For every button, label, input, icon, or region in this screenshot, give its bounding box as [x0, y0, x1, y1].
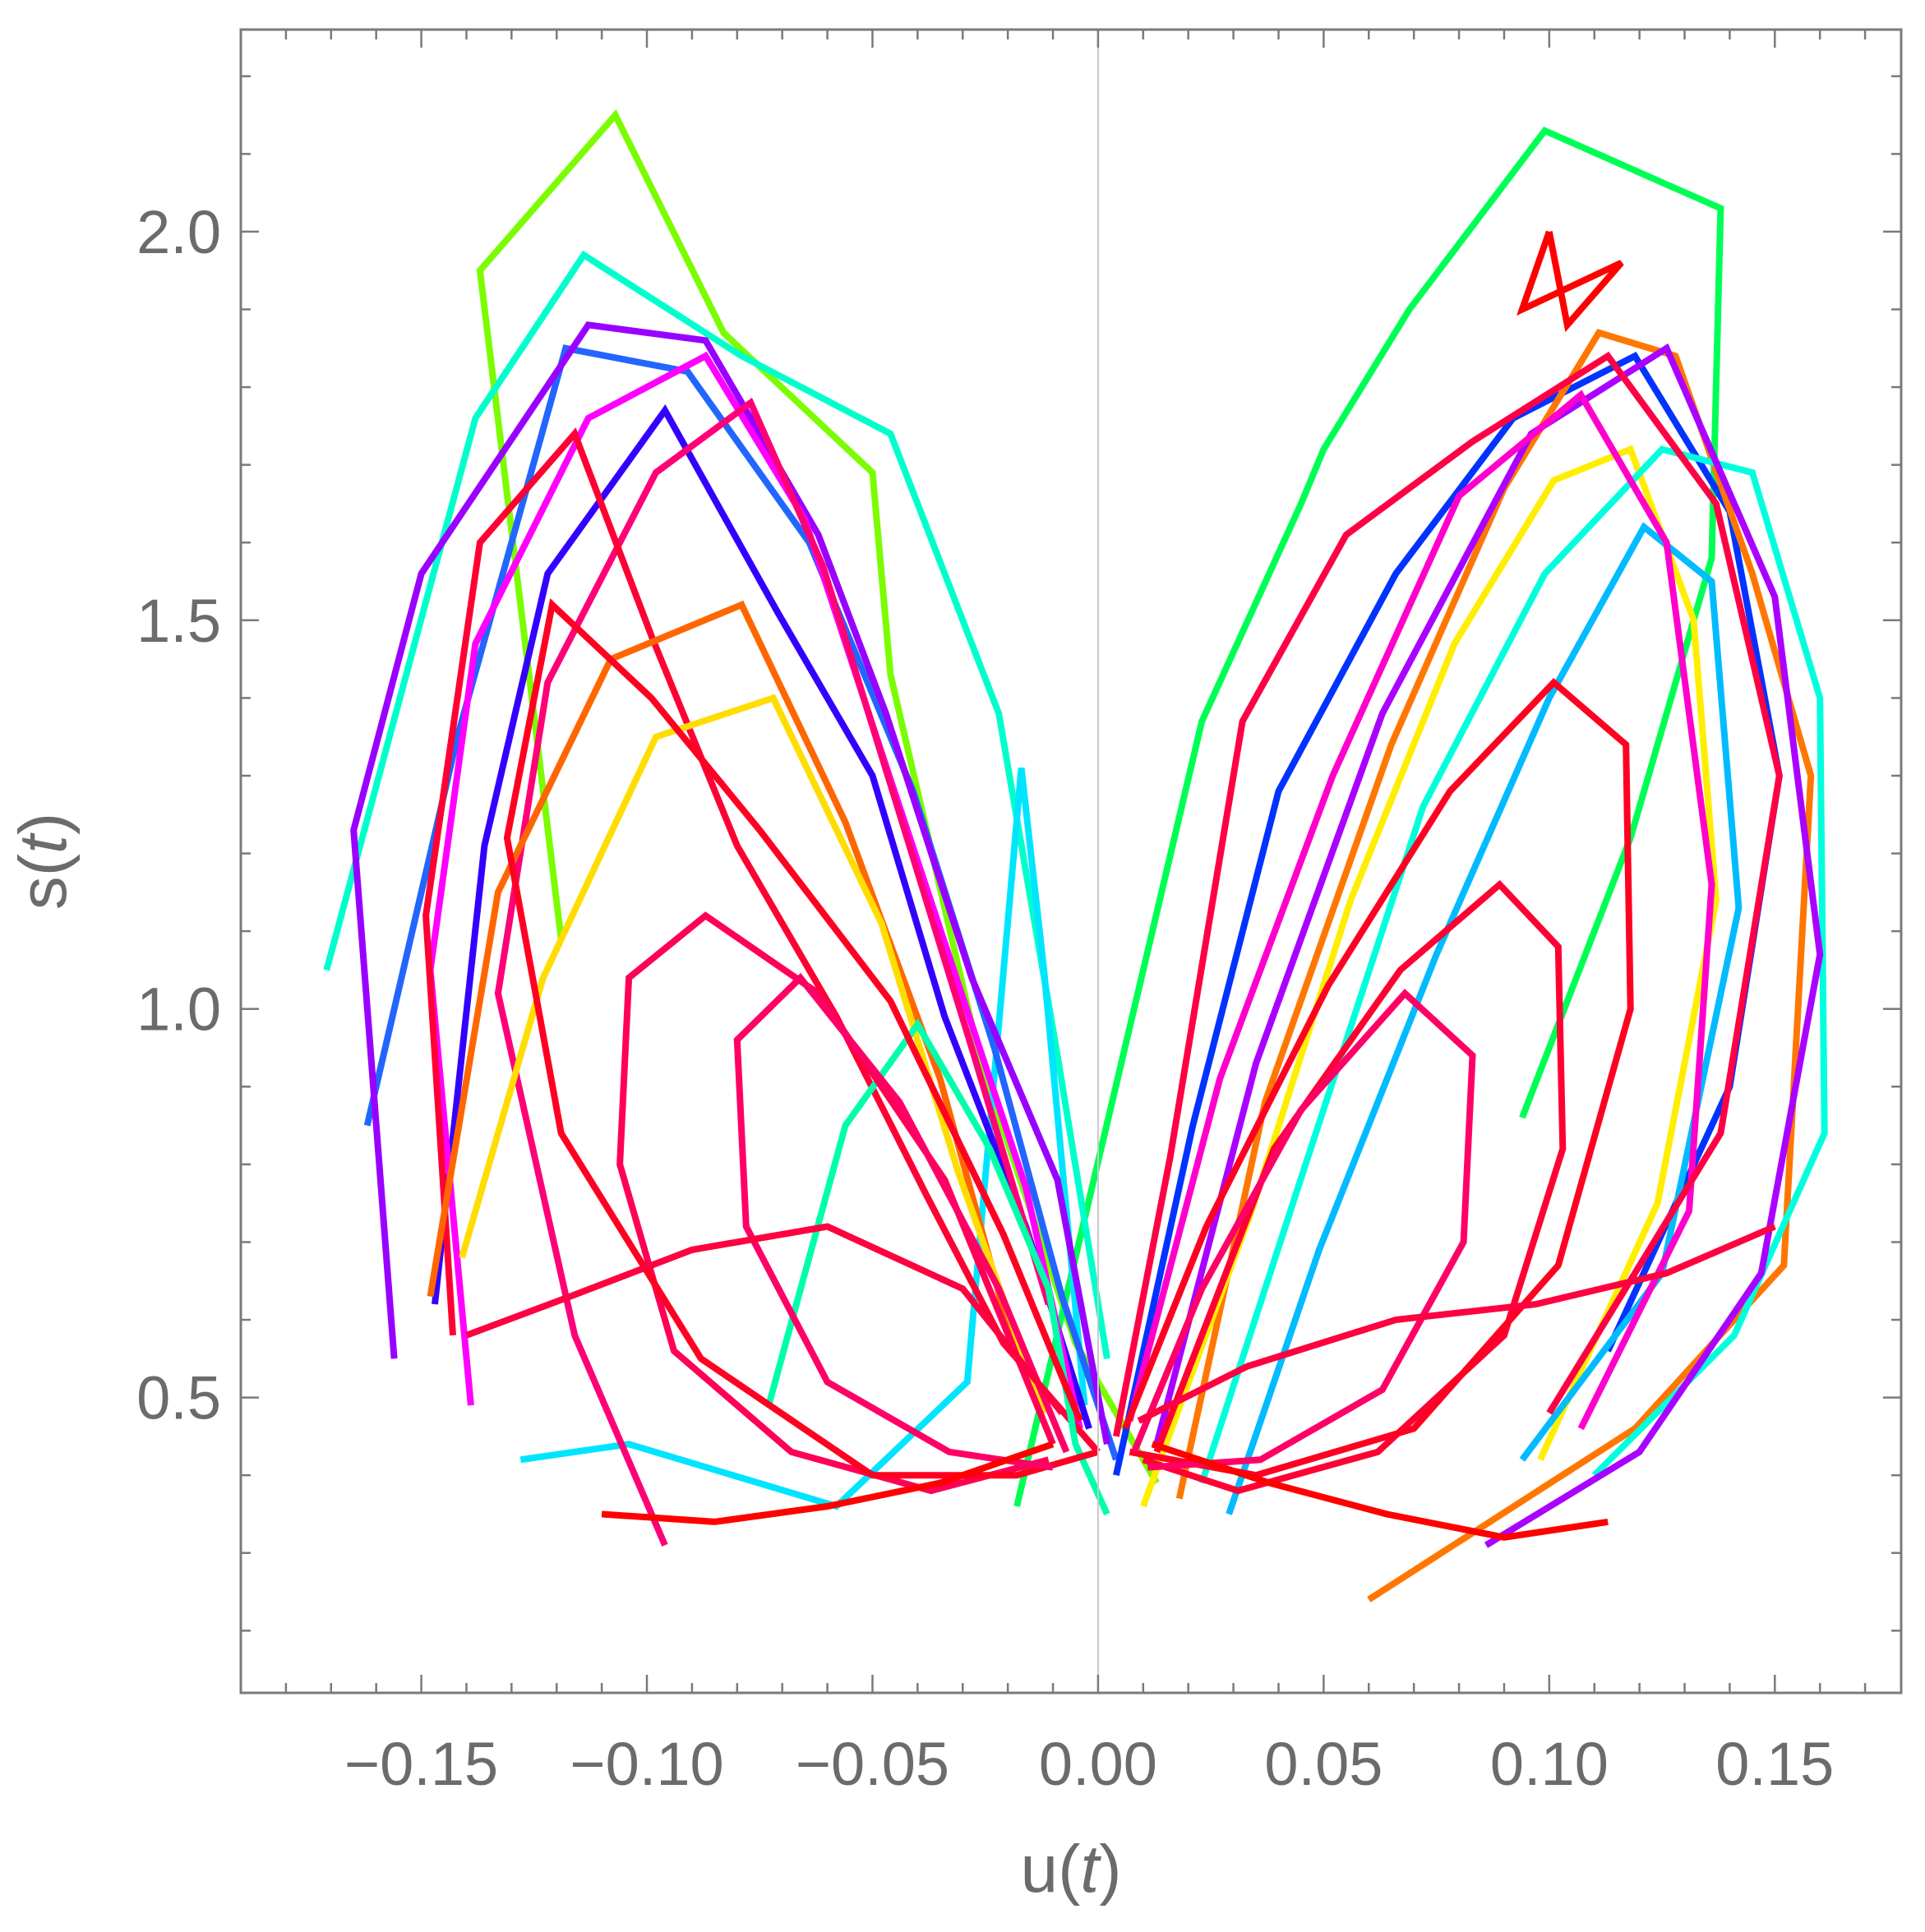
trajectory-series-7	[350, 321, 1110, 1446]
x-tick-label: 0.05	[1264, 1730, 1383, 1798]
trajectory-series-12	[459, 694, 1047, 1414]
y-tick-label: 1.0	[136, 975, 221, 1044]
x-tick-label: 0.15	[1715, 1730, 1834, 1798]
y-tick-label: 2.0	[136, 198, 221, 266]
axis-layer	[239, 28, 1903, 1695]
tick-label-layer: −0.15 −0.10 −0.05 0.00 0.05 0.10 0.15 0.5 1.0 1.5…	[136, 198, 1834, 1798]
trajectory-series-11	[427, 600, 1020, 1360]
trajectory-series-10	[422, 427, 1101, 1455]
trajectory-series-2	[1013, 127, 1724, 1507]
trajectory-series-9	[494, 397, 1052, 1547]
y-axis-title: s(t)	[6, 813, 81, 910]
trajectory-series-27	[733, 972, 1070, 1471]
y-tick-label: 1.5	[136, 587, 221, 655]
x-tick-label: −0.15	[344, 1730, 498, 1798]
trajectory-series-28	[1131, 989, 1476, 1471]
x-axis-title: u(t)	[1020, 1832, 1121, 1907]
trajectory-series-32	[1151, 1441, 1609, 1541]
trajectory-series-25	[503, 598, 1100, 1479]
trajectory-series-8	[427, 351, 1083, 1430]
trajectory-series-13	[765, 1018, 1110, 1516]
trajectory-series-21	[1112, 351, 1783, 1437]
x-tick-label: −0.05	[796, 1730, 949, 1798]
trajectory-series-23	[1142, 879, 1567, 1495]
trajectory-series-26	[1122, 677, 1634, 1479]
trajectory-series-20	[1126, 390, 1715, 1431]
y-tick-label: 0.5	[136, 1364, 221, 1432]
trajectory-series-29	[465, 1223, 1065, 1415]
trajectory-series-17	[1198, 445, 1828, 1484]
plot-frame	[239, 28, 1903, 1695]
trajectory-series-22	[1516, 230, 1624, 333]
x-tick-label: −0.10	[570, 1730, 723, 1798]
trajectory-series-30	[1137, 1223, 1776, 1424]
trajectory-series-18	[1226, 522, 1743, 1515]
x-tick-label: 0.00	[1039, 1730, 1157, 1798]
series-layer	[323, 108, 1828, 1602]
trajectory-series-19	[1153, 343, 1824, 1548]
trajectory-series-6	[432, 403, 1092, 1430]
x-tick-label: 0.10	[1490, 1730, 1609, 1798]
trajectory-series-31	[601, 1441, 1055, 1525]
trajectory-series-15	[1175, 329, 1815, 1602]
trajectory-series-1	[476, 108, 1160, 1485]
trajectory-series-4	[519, 768, 1088, 1510]
trajectory-series-16	[1140, 445, 1720, 1508]
